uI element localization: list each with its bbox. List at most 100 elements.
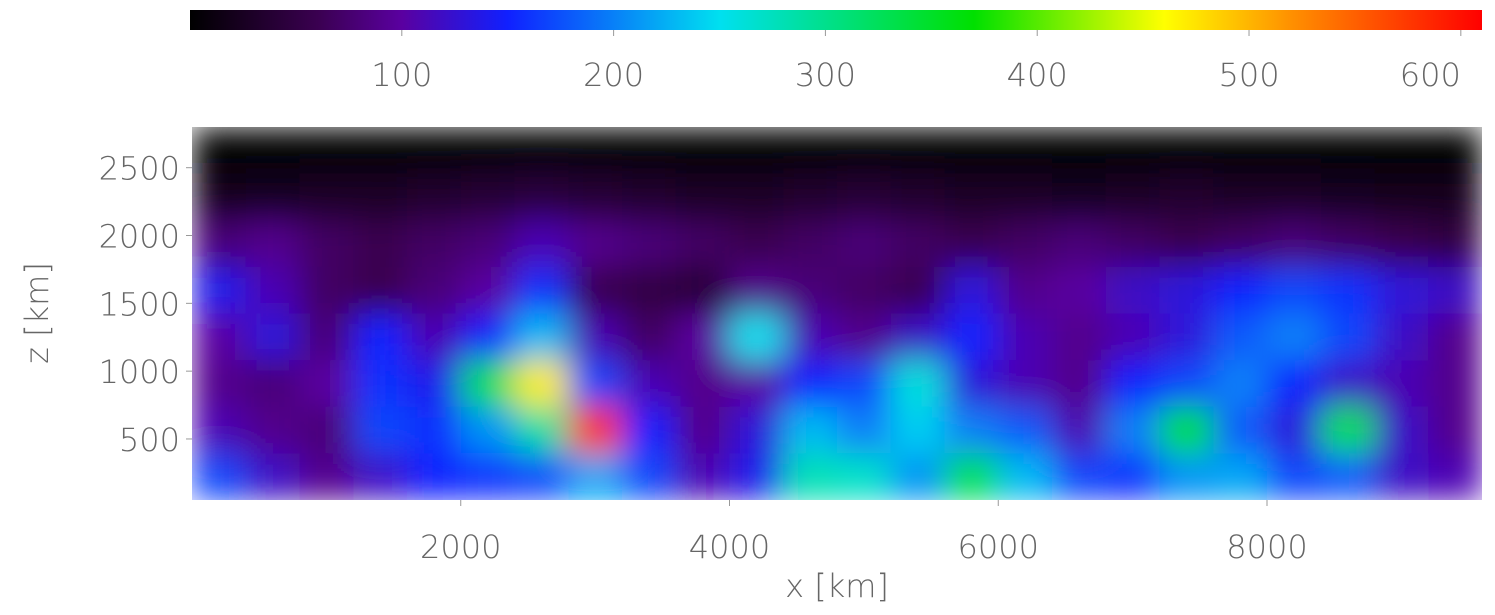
- heatmap-cell: [1428, 174, 1482, 221]
- heatmap-cell: [676, 407, 730, 454]
- heatmap-cell: [622, 407, 676, 454]
- heatmap-cell: [1160, 174, 1214, 221]
- heatmap-cell: [353, 453, 407, 500]
- heatmap-cell: [1106, 407, 1160, 454]
- heatmap-cell: [945, 174, 999, 221]
- x-axis-label: x [km]: [785, 567, 889, 605]
- heatmap-cell: [1375, 267, 1429, 314]
- x-tick-label: 2000: [420, 528, 501, 566]
- heatmap-cell: [461, 267, 515, 314]
- heatmap-cell: [837, 360, 891, 407]
- heatmap-cell: [407, 314, 461, 361]
- heatmap-cell: [730, 220, 784, 267]
- heatmap-cell: [568, 314, 622, 361]
- heatmap-cell: [998, 453, 1052, 500]
- heatmap-cell: [353, 360, 407, 407]
- heatmap-cell: [1321, 453, 1375, 500]
- heatmap-cell: [1160, 407, 1214, 454]
- heatmap-cell: [676, 267, 730, 314]
- heatmap-cell: [461, 360, 515, 407]
- heatmap-cell: [515, 407, 569, 454]
- colorbar-tick-label: 100: [371, 56, 432, 94]
- heatmap-cell: [1321, 220, 1375, 267]
- heatmap-cell: [407, 220, 461, 267]
- heatmap-cell: [515, 220, 569, 267]
- heatmap-cell: [192, 174, 246, 221]
- heatmap-cell: [730, 314, 784, 361]
- heatmap-cell: [1428, 360, 1482, 407]
- heatmap-cell: [837, 220, 891, 267]
- heatmap-cell: [1160, 127, 1214, 174]
- heatmap-cell: [945, 360, 999, 407]
- heatmap-cell: [568, 453, 622, 500]
- heatmap-cell: [300, 453, 354, 500]
- heatmap-cell: [730, 360, 784, 407]
- heatmap-cell: [1052, 407, 1106, 454]
- heatmap-cell: [891, 174, 945, 221]
- heatmap-cell: [1106, 127, 1160, 174]
- heatmap-cell: [1106, 314, 1160, 361]
- heatmap-cell: [353, 314, 407, 361]
- heatmap-cell: [676, 174, 730, 221]
- heatmap-cell: [568, 220, 622, 267]
- colorbar-tick-label: 400: [1007, 56, 1068, 94]
- heatmap-cell: [1267, 453, 1321, 500]
- heatmap-cell: [891, 267, 945, 314]
- heatmap-cell: [1106, 453, 1160, 500]
- heatmap-cell: [461, 127, 515, 174]
- heatmap-cell: [1213, 127, 1267, 174]
- heatmap-cell: [1428, 453, 1482, 500]
- y-tick-label: 2500: [99, 150, 180, 188]
- heatmap-cell: [1321, 174, 1375, 221]
- heatmap-cell: [783, 127, 837, 174]
- heatmap-cell: [407, 267, 461, 314]
- heatmap-cell: [515, 267, 569, 314]
- heatmap-cell: [783, 407, 837, 454]
- x-tick-label: 4000: [689, 528, 770, 566]
- y-axis-label: z [km]: [18, 262, 56, 364]
- y-tick-label: 2000: [99, 218, 180, 256]
- heatmap-cell: [300, 174, 354, 221]
- heatmap-cell: [676, 453, 730, 500]
- heatmap-cell: [730, 453, 784, 500]
- heatmap-cell: [246, 453, 300, 500]
- heatmap-cell: [676, 314, 730, 361]
- heatmap-cell: [676, 220, 730, 267]
- heatmap-cell: [1375, 453, 1429, 500]
- heatmap-cell: [783, 174, 837, 221]
- heatmap-cell: [461, 220, 515, 267]
- heatmap-cell: [730, 407, 784, 454]
- heatmap-cell: [568, 407, 622, 454]
- y-tick-label: 500: [119, 421, 180, 459]
- heatmap-cell: [353, 220, 407, 267]
- heatmap-cell: [1375, 314, 1429, 361]
- heatmap-cell: [1267, 127, 1321, 174]
- heatmap-cell: [1160, 453, 1214, 500]
- heatmap-cell: [246, 174, 300, 221]
- heatmap-cell: [1267, 314, 1321, 361]
- heatmap-cell: [568, 360, 622, 407]
- heatmap-cell: [515, 174, 569, 221]
- heatmap-cell: [1267, 407, 1321, 454]
- heatmap-cell: [1052, 360, 1106, 407]
- heatmap-cell: [783, 360, 837, 407]
- heatmap-cell: [1160, 314, 1214, 361]
- heatmap-cell: [246, 314, 300, 361]
- heatmap-cell: [1106, 360, 1160, 407]
- heatmap-cell: [300, 407, 354, 454]
- heatmap-cell: [1213, 267, 1267, 314]
- heatmap-cell: [783, 220, 837, 267]
- heatmap-cell: [246, 127, 300, 174]
- heatmap-cell: [622, 174, 676, 221]
- heatmap-cell: [730, 174, 784, 221]
- heatmap-cell: [1267, 220, 1321, 267]
- heatmap-cell: [622, 127, 676, 174]
- heatmap-cell: [1213, 407, 1267, 454]
- heatmap-cell: [246, 267, 300, 314]
- heatmap-cell: [945, 267, 999, 314]
- heatmap-cell: [998, 360, 1052, 407]
- heatmap-cell: [1160, 220, 1214, 267]
- heatmap-cell: [998, 220, 1052, 267]
- heatmap-cell: [461, 174, 515, 221]
- heatmap-cell: [300, 127, 354, 174]
